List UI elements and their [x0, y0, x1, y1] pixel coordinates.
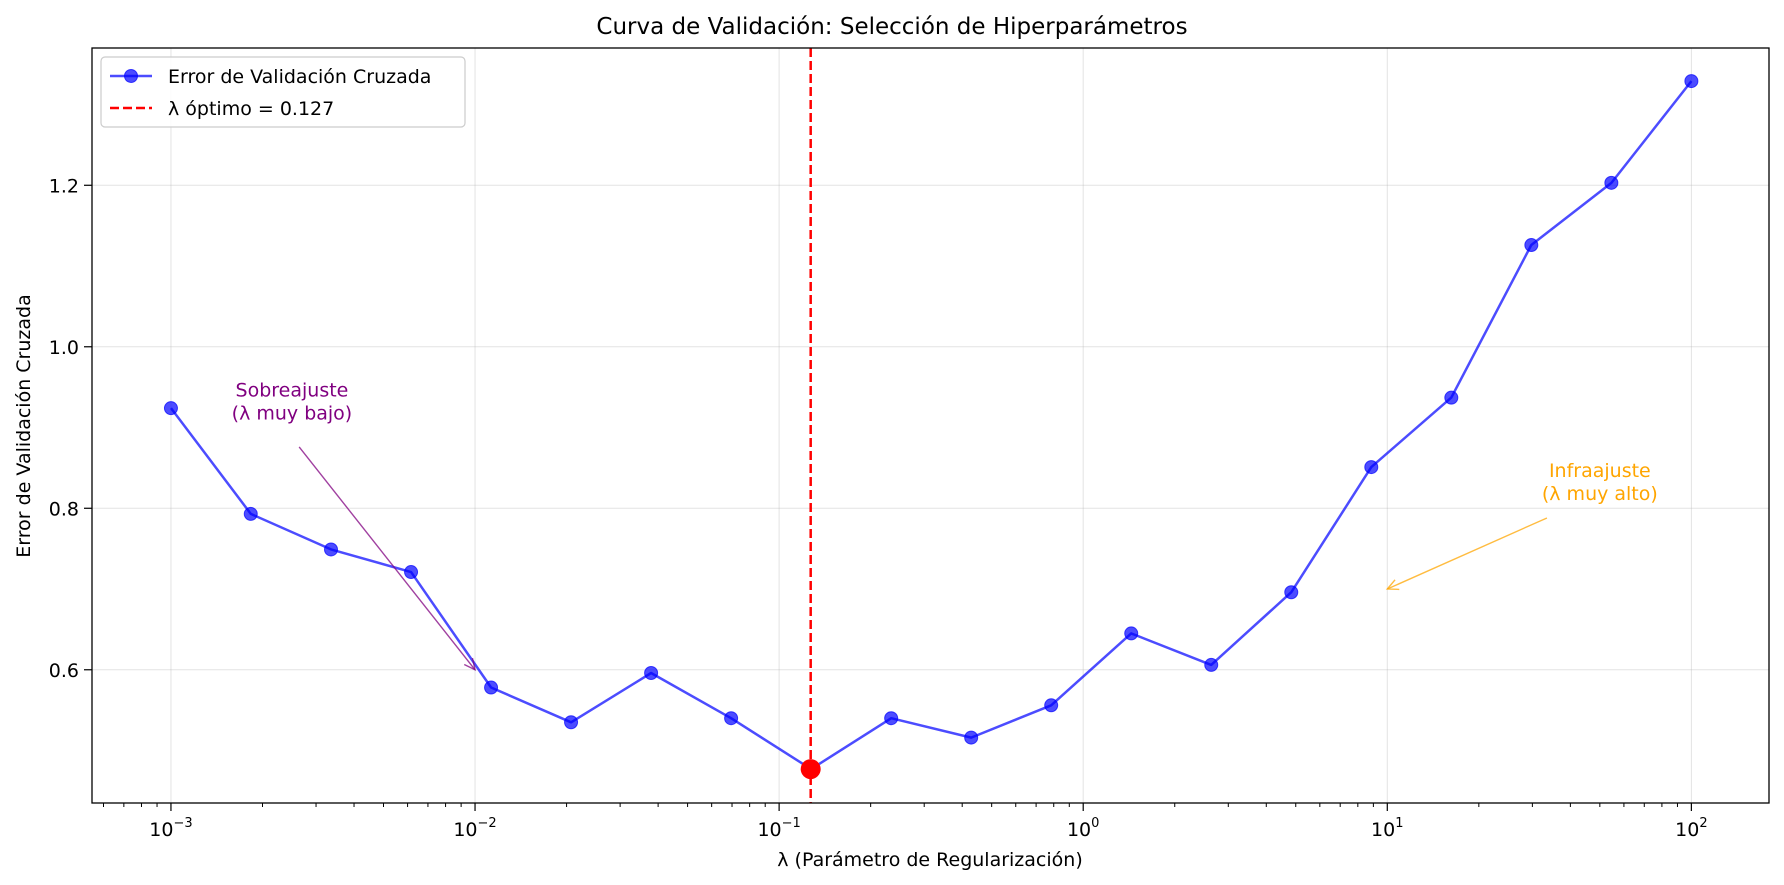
data-point [1604, 175, 1619, 190]
data-point [1204, 657, 1219, 672]
grid [92, 48, 1769, 803]
data-point [404, 565, 419, 580]
y-tick-label: 0.6 [49, 660, 79, 682]
annotation-arrow [1387, 517, 1548, 590]
series-line [170, 80, 1693, 771]
data-point [324, 542, 339, 557]
x-tick-label: 10−2 [453, 816, 496, 841]
y-tick-label: 0.8 [49, 498, 79, 520]
optimal-point [800, 759, 821, 780]
legend-optimal-label: λ óptimo = 0.127 [168, 98, 334, 120]
data-point [1284, 585, 1299, 600]
series-layer [163, 74, 1699, 780]
annotation-text: Sobreajuste [236, 379, 349, 401]
data-point [484, 680, 499, 695]
legend-series-marker [124, 69, 138, 83]
data-point [1524, 238, 1539, 253]
chart-title: Curva de Validación: Selección de Hiperp… [596, 14, 1187, 40]
annotation-text: Infraajuste [1549, 460, 1651, 482]
x-tick-label: 100 [1067, 816, 1099, 841]
x-tick-label: 102 [1675, 816, 1707, 841]
annotation-text: (λ muy alto) [1542, 483, 1658, 505]
plot-frame [91, 47, 1770, 804]
legend: Error de Validación Cruzada λ óptimo = 0… [100, 56, 466, 128]
data-point [1444, 390, 1459, 405]
annotation-arrowhead [1385, 579, 1400, 591]
x-tick-label: 10−1 [757, 816, 800, 841]
annotation-text: (λ muy bajo) [232, 402, 353, 424]
data-point [724, 711, 739, 726]
annotations-layer: Sobreajuste(λ muy bajo) Infraajuste(λ muy… [232, 379, 1658, 672]
ticks: 10−3 10−2 10−1 100 101 102 0.6 0.8 1.0 1.2 [49, 175, 1708, 841]
y-tick-label: 1.2 [49, 175, 79, 197]
x-tick-label: 10−3 [149, 816, 192, 841]
data-point [1364, 460, 1379, 475]
data-point [964, 730, 979, 745]
data-point [1044, 698, 1059, 713]
data-point [163, 401, 178, 416]
data-point [644, 665, 659, 680]
data-point [1124, 626, 1139, 641]
data-point [1684, 74, 1699, 89]
y-axis-label: Error de Validación Cruzada [13, 294, 35, 557]
legend-box [100, 56, 466, 128]
y-tick-label: 1.0 [49, 337, 79, 359]
x-tick-label: 101 [1371, 816, 1403, 841]
data-point [564, 715, 579, 730]
x-axis-label: λ (Parámetro de Regularización) [777, 849, 1082, 871]
data-point [884, 711, 899, 726]
legend-series-label: Error de Validación Cruzada [168, 66, 431, 88]
annotation-arrowhead [463, 657, 477, 672]
data-point [243, 506, 258, 521]
annotation-arrow [298, 446, 476, 671]
